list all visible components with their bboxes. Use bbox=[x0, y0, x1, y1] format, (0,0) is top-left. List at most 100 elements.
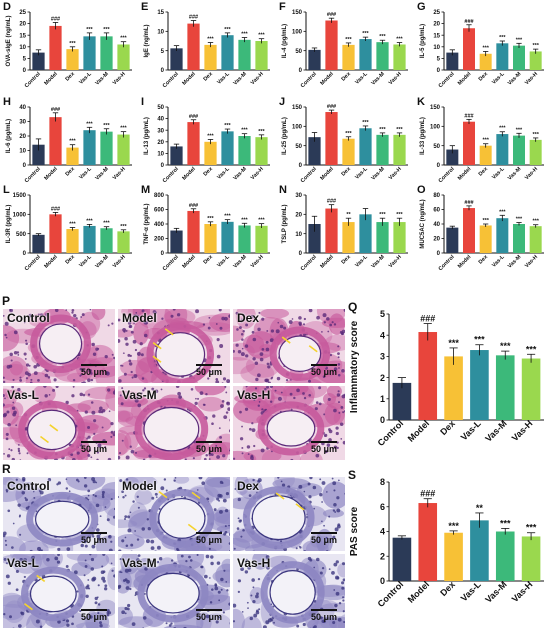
y-tick-label: 1000 bbox=[13, 212, 27, 218]
significance-label: *** bbox=[499, 35, 506, 41]
micrograph-label: Vas-L bbox=[7, 556, 39, 570]
bar-model bbox=[463, 28, 475, 70]
nucleus bbox=[66, 623, 69, 626]
nucleus bbox=[108, 611, 111, 614]
nucleus bbox=[210, 555, 213, 558]
x-tick-label: Control bbox=[438, 71, 456, 89]
nucleus bbox=[337, 447, 339, 449]
nucleus bbox=[200, 391, 204, 395]
bar-vas-m bbox=[376, 135, 388, 165]
panel-letter-g: G bbox=[417, 1, 426, 13]
bar-vas-m bbox=[100, 228, 112, 253]
nucleus bbox=[341, 406, 344, 409]
panel-letter-e: E bbox=[141, 1, 148, 13]
bar-vas-l bbox=[359, 128, 371, 165]
tissue-strand bbox=[243, 335, 264, 353]
y-tick-label: 50 bbox=[295, 144, 302, 150]
nucleus bbox=[166, 490, 168, 492]
x-tick-label: Control bbox=[162, 166, 180, 184]
nucleus bbox=[223, 611, 225, 613]
nucleus bbox=[91, 379, 93, 381]
significance-label: *** bbox=[103, 123, 110, 129]
nucleus bbox=[156, 496, 158, 498]
nucleus bbox=[227, 407, 231, 411]
nucleus bbox=[225, 531, 228, 534]
nucleus bbox=[160, 486, 164, 490]
nucleus bbox=[120, 365, 122, 367]
nucleus bbox=[315, 407, 318, 410]
bar-dex bbox=[480, 225, 492, 253]
nucleus bbox=[14, 351, 18, 355]
nucleus bbox=[52, 389, 55, 392]
bar-model bbox=[418, 503, 437, 581]
nucleus bbox=[270, 401, 272, 403]
nucleus bbox=[100, 515, 102, 517]
nucleus bbox=[333, 563, 337, 567]
nucleus bbox=[216, 323, 218, 325]
nucleus bbox=[66, 478, 68, 480]
nucleus bbox=[197, 489, 199, 491]
x-tick-label: Vas-M bbox=[483, 418, 508, 443]
nucleus bbox=[93, 353, 96, 356]
bar-vas-m bbox=[513, 46, 525, 70]
nucleus bbox=[49, 394, 51, 396]
nucleus bbox=[127, 354, 130, 357]
x-tick-label: Vas-L bbox=[459, 579, 483, 603]
y-tick-label: 40 bbox=[157, 117, 164, 123]
y-tick-label: 4 bbox=[380, 527, 385, 537]
significance-label: *** bbox=[258, 33, 265, 39]
y-tick-label: 0 bbox=[299, 68, 303, 74]
y-tick-label: 800 bbox=[154, 193, 165, 199]
y-tick-label: 10 bbox=[19, 45, 26, 51]
nucleus bbox=[204, 458, 207, 461]
significance-label: *** bbox=[396, 37, 403, 43]
nucleus bbox=[93, 419, 96, 422]
nucleus bbox=[69, 490, 71, 492]
panel-letter-h: H bbox=[3, 96, 11, 108]
bar-vas-h bbox=[530, 51, 542, 70]
nucleus bbox=[252, 357, 255, 360]
bar-vas-l bbox=[470, 520, 489, 581]
bar-vas-h bbox=[522, 359, 541, 420]
airway-lumen bbox=[28, 410, 76, 449]
x-tick-label: Vas-L bbox=[78, 254, 93, 269]
nucleus bbox=[338, 363, 341, 366]
nucleus bbox=[88, 587, 90, 589]
nucleus bbox=[185, 458, 187, 460]
nucleus bbox=[119, 452, 121, 454]
nucleus bbox=[133, 340, 137, 344]
x-tick-label: Vas-H bbox=[524, 71, 539, 86]
nucleus bbox=[157, 546, 161, 550]
nucleus bbox=[124, 337, 128, 341]
nucleus bbox=[338, 618, 342, 622]
y-axis-label: TSLP (pg/mL) bbox=[282, 205, 288, 244]
scale-bar: 50 μm bbox=[311, 532, 337, 545]
nucleus bbox=[321, 521, 323, 523]
nucleus bbox=[137, 352, 141, 356]
nucleus bbox=[216, 455, 220, 459]
nucleus bbox=[138, 507, 140, 509]
y-tick-label: 150 bbox=[292, 105, 303, 111]
significance-label: ### bbox=[189, 203, 198, 209]
nucleus bbox=[135, 349, 137, 351]
nucleus bbox=[76, 479, 79, 482]
scale-bar-line bbox=[311, 364, 337, 366]
x-tick-label: Vas-M bbox=[483, 579, 508, 604]
bar-vas-m bbox=[496, 532, 515, 582]
nucleus bbox=[9, 353, 13, 357]
panel-letter-i: I bbox=[141, 96, 144, 108]
significance-label: *** bbox=[86, 27, 93, 33]
nucleus bbox=[104, 584, 107, 587]
y-axis-label: IL-5 (pg/mL) bbox=[420, 24, 426, 58]
nucleus bbox=[283, 327, 286, 330]
nucleus bbox=[201, 481, 205, 485]
nucleus bbox=[19, 452, 21, 454]
nucleus bbox=[19, 534, 21, 536]
nucleus bbox=[96, 504, 100, 508]
y-axis-label: IL-13 (pg/mL) bbox=[144, 117, 150, 155]
y-tick-label: 20 bbox=[157, 140, 164, 146]
significance-label: *** bbox=[500, 518, 511, 528]
